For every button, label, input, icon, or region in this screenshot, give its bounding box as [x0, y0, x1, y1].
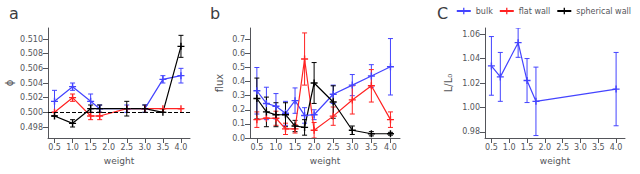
svg-text:3.0: 3.0 — [138, 143, 151, 152]
svg-text:3.0: 3.0 — [346, 143, 359, 152]
svg-text:weight: weight — [310, 156, 341, 166]
svg-text:b: b — [210, 4, 220, 23]
svg-text:0.5: 0.5 — [232, 63, 245, 72]
svg-text:0.510: 0.510 — [20, 35, 43, 44]
svg-text:0.4: 0.4 — [232, 77, 245, 86]
svg-text:4.0: 4.0 — [610, 143, 623, 152]
svg-text:2.5: 2.5 — [327, 143, 340, 152]
svg-text:spherical wall: spherical wall — [576, 7, 631, 16]
svg-text:0.5: 0.5 — [251, 143, 264, 152]
svg-text:2.0: 2.0 — [308, 143, 321, 152]
svg-text:1.0: 1.0 — [270, 143, 283, 152]
svg-text:0.506: 0.506 — [20, 64, 43, 73]
svg-text:C: C — [437, 4, 448, 23]
svg-text:3.0: 3.0 — [574, 143, 587, 152]
svg-text:0.498: 0.498 — [20, 123, 43, 132]
svg-text:4.0: 4.0 — [384, 143, 397, 152]
svg-text:1.0: 1.0 — [503, 143, 516, 152]
svg-text:2.5: 2.5 — [120, 143, 133, 152]
svg-text:0.502: 0.502 — [20, 93, 43, 102]
svg-text:flux: flux — [214, 74, 225, 93]
svg-text:0.508: 0.508 — [20, 49, 43, 58]
svg-text:0.6: 0.6 — [232, 49, 245, 58]
svg-text:3.5: 3.5 — [592, 143, 605, 152]
svg-text:bulk: bulk — [476, 7, 493, 16]
svg-text:0.0: 0.0 — [232, 134, 245, 143]
svg-text:0.7: 0.7 — [232, 35, 245, 44]
svg-text:weight: weight — [104, 156, 135, 166]
svg-text:3.5: 3.5 — [365, 143, 378, 152]
svg-text:4.0: 4.0 — [175, 143, 188, 152]
svg-text:flat wall: flat wall — [519, 7, 551, 16]
svg-text:2.5: 2.5 — [556, 143, 569, 152]
svg-text:1.00: 1.00 — [462, 103, 480, 112]
svg-text:0.5: 0.5 — [485, 143, 498, 152]
svg-text:1.5: 1.5 — [289, 143, 302, 152]
svg-text:0.2: 0.2 — [232, 105, 245, 114]
svg-text:0.3: 0.3 — [232, 91, 245, 100]
svg-text:0.1: 0.1 — [232, 119, 245, 128]
svg-text:1.0: 1.0 — [66, 143, 79, 152]
svg-text:1.06: 1.06 — [462, 30, 480, 39]
svg-text:0.500: 0.500 — [20, 108, 43, 117]
svg-text:ϕ: ϕ — [4, 79, 15, 86]
svg-text:0.504: 0.504 — [20, 79, 43, 88]
svg-text:1.5: 1.5 — [84, 143, 97, 152]
svg-text:1.02: 1.02 — [462, 79, 480, 88]
svg-text:0.98: 0.98 — [462, 127, 480, 136]
svg-text:1.04: 1.04 — [462, 54, 480, 63]
svg-text:0.5: 0.5 — [48, 143, 61, 152]
svg-text:1.5: 1.5 — [521, 143, 534, 152]
svg-text:2.0: 2.0 — [538, 143, 551, 152]
svg-text:weight: weight — [540, 156, 571, 166]
svg-text:2.0: 2.0 — [102, 143, 115, 152]
svg-text:a: a — [9, 4, 19, 23]
svg-text:3.5: 3.5 — [157, 143, 170, 152]
svg-text:L/L₀: L/L₀ — [443, 74, 454, 93]
